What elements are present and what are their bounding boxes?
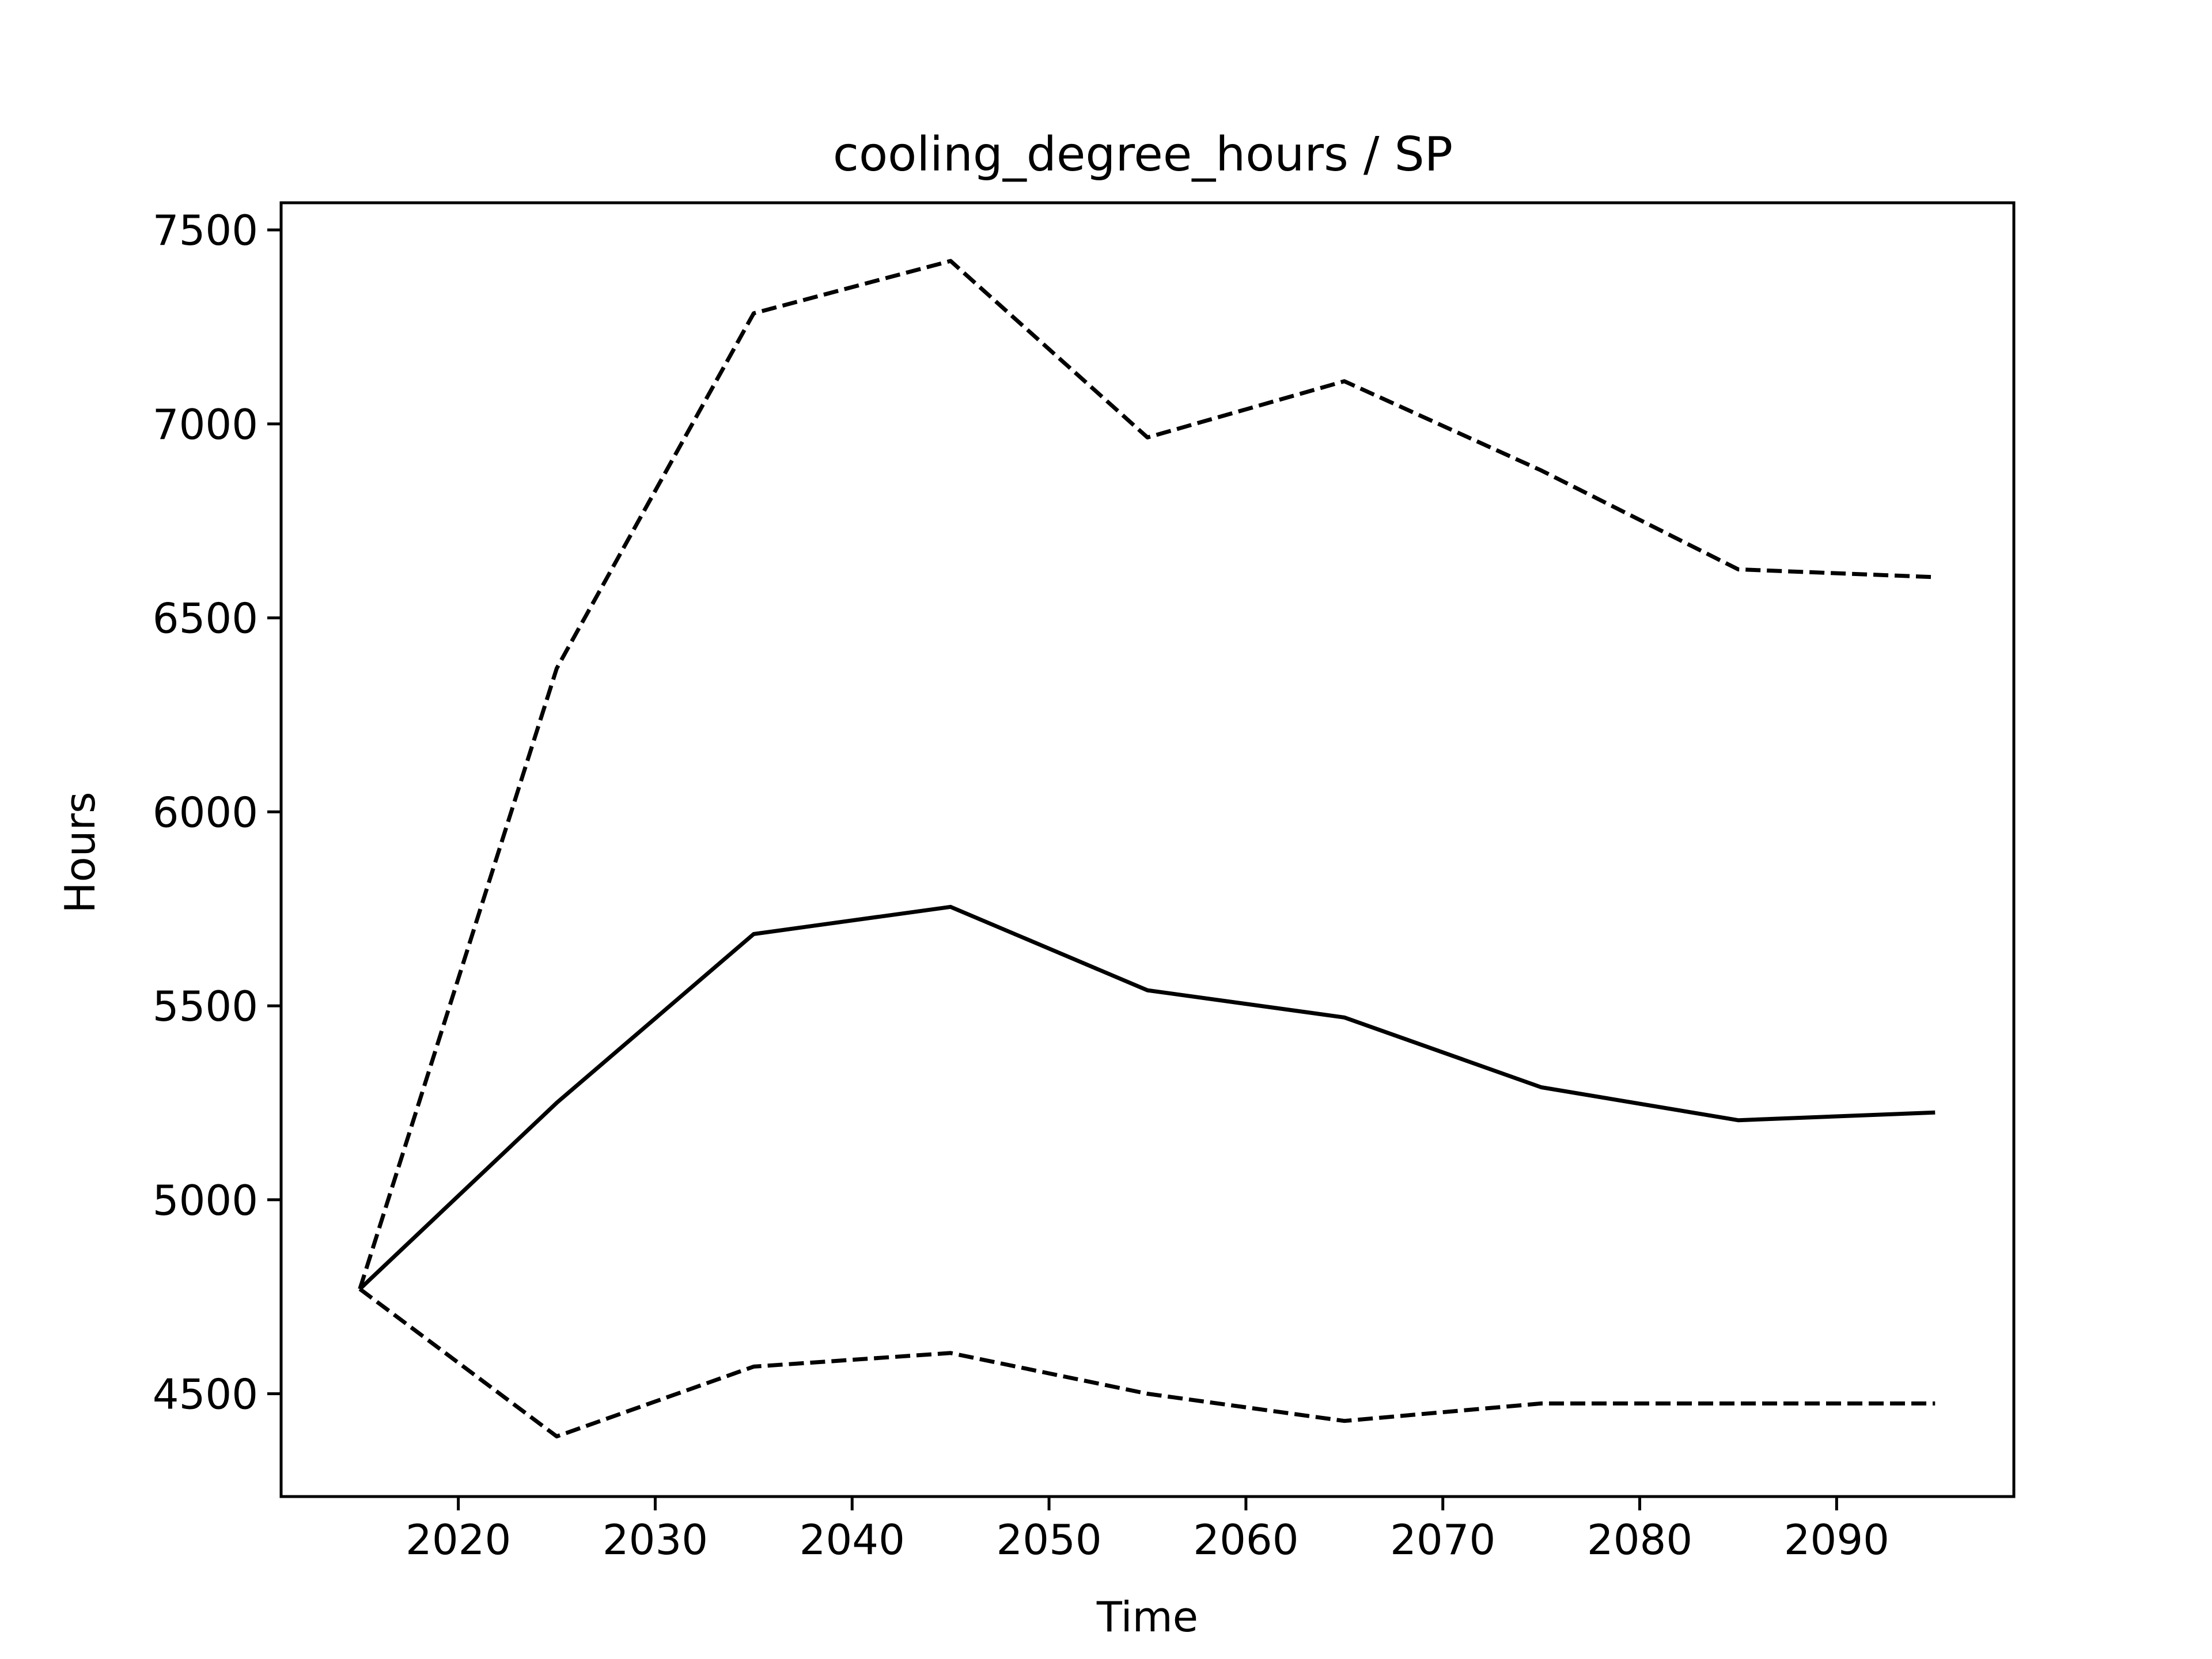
x-tick-label: 2070: [1390, 1516, 1495, 1564]
y-tick-label: 7500: [153, 206, 258, 255]
y-tick-label: 7000: [153, 400, 258, 449]
x-tick-label: 2080: [1587, 1516, 1692, 1564]
y-tick-label: 6000: [153, 788, 258, 836]
x-tick-label: 2050: [996, 1516, 1101, 1564]
y-axis: 4500 5000 5500 6000 6500 7000 7500: [153, 206, 281, 1419]
y-tick-label: 5000: [153, 1176, 258, 1225]
chart-title: cooling_degree_hours / SP: [833, 127, 1453, 182]
y-tick-label: 5500: [153, 982, 258, 1031]
x-tick-label: 2090: [1784, 1516, 1889, 1564]
series-line-lower: [358, 1287, 1936, 1439]
series-line-median: [358, 904, 1936, 1291]
plot-area-frame: [279, 201, 2016, 1498]
x-tick-label: 2060: [1193, 1516, 1298, 1564]
y-axis-label: Hours: [56, 792, 104, 914]
x-tick-label: 2030: [603, 1516, 708, 1564]
x-axis-label: Time: [1096, 1593, 1198, 1641]
y-tick-label: 4500: [153, 1370, 258, 1419]
y-tick-label: 6500: [153, 594, 258, 643]
series-line-upper: [358, 259, 1936, 1290]
series-layer: [358, 259, 1936, 1439]
x-tick-label: 2020: [406, 1516, 511, 1564]
x-axis: 2020 2030 2040 2050 2060 2070 2080 2090: [406, 1497, 1889, 1564]
x-tick-label: 2040: [800, 1516, 905, 1564]
